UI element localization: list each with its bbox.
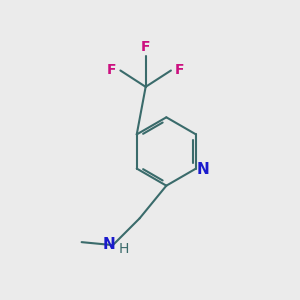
Text: N: N xyxy=(103,237,116,252)
Text: F: F xyxy=(141,40,150,54)
Text: N: N xyxy=(196,162,209,177)
Text: F: F xyxy=(175,64,184,77)
Text: H: H xyxy=(119,242,129,256)
Text: F: F xyxy=(107,64,116,77)
